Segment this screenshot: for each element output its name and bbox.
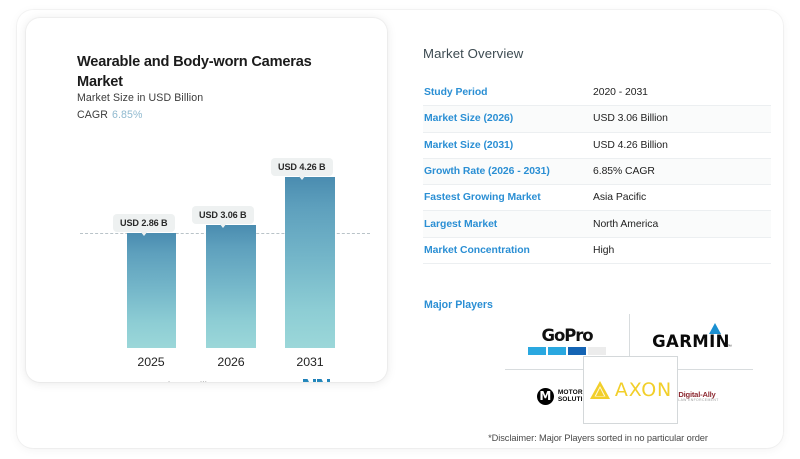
row-key: Market Size (2026) [424,113,514,125]
disclaimer-text: *Disclaimer: Major Players sorted in no … [488,433,708,443]
digital-ally-wordmark: Digital-Ally LAW ENFORCEMENT [678,389,719,403]
x-tick-2026: 2026 [217,355,245,369]
cagr-value: 6.85% [112,109,143,121]
gopro-color-bars [528,347,606,355]
table-row: Fastest Growing Market Asia Pacific [423,185,771,212]
row-value: High [593,244,615,256]
market-overview-panel: Market Overview Study Period 2020 - 2031… [413,18,773,443]
garmin-triangle-icon [708,323,721,334]
bar-chart-plot: USD 2.86 B USD 3.06 B USD 4.26 B 2025 20… [26,18,387,382]
player-cell-gopro: GoPro [505,314,629,369]
chart-cagr: CAGR 6.85% [77,109,143,121]
motorola-solutions-logo: M MOTOROLA SOLUTIONS [536,388,598,405]
axon-logo: AXON [589,379,672,401]
digital-ally-line-2: LAW ENFORCEMENT [678,397,719,402]
market-chart-card: Wearable and Body-worn Cameras Market Ma… [26,18,387,382]
table-row: Market Size (2026) USD 3.06 Billion [423,106,771,133]
player-cell-axon: AXON [583,356,678,424]
bar-label-2025: USD 2.86 B [113,214,175,236]
row-value: North America [593,218,659,230]
bar-label-2031: USD 4.26 B [271,158,333,180]
market-overview-table: Study Period 2020 - 2031 Market Size (20… [423,80,771,265]
table-row: Growth Rate (2026 - 2031) 6.85% CAGR [423,158,771,186]
major-players-logo-grid: GoPro GARMIN ™ [505,314,753,424]
row-key: Study Period [424,87,488,99]
motorola-glyph: M [539,389,552,403]
axon-triangle-icon [589,380,611,400]
motorola-wordmark: MOTOROLA SOLUTIONS [557,388,598,404]
garmin-wordmark: GARMIN [652,332,730,351]
player-cell-garmin: GARMIN ™ [629,314,753,369]
digital-ally-line-1: Digital-Ally [678,389,716,399]
table-row: Market Concentration High [423,238,771,265]
gopro-bar-3 [568,347,586,355]
garmin-trademark: ™ [726,344,732,350]
table-row: Market Size (2031) USD 4.26 Billion [423,133,771,159]
axon-wordmark: AXON [614,379,673,401]
source-label: Source : Mordor Intelligence [105,381,235,382]
motorola-batwing-icon: M [536,388,554,405]
row-key: Fastest Growing Market [424,192,541,204]
gopro-bar-2 [548,347,566,355]
table-row: Largest Market North America [423,211,771,238]
x-tick-2025: 2025 [137,355,165,369]
x-tick-2031: 2031 [296,355,324,369]
chart-subtitle: Market Size in USD Billion [77,92,204,104]
bar-2025 [127,233,176,348]
gopro-logo: GoPro [528,326,606,355]
mordor-intelligence-logo [303,379,330,382]
row-key: Largest Market [424,218,498,230]
gopro-bar-4 [588,347,606,355]
row-value: Asia Pacific [593,192,647,204]
row-key: Market Concentration [424,244,530,256]
row-value: USD 3.06 Billion [593,113,668,125]
motorola-line-2: SOLUTIONS [557,395,598,403]
table-row: Study Period 2020 - 2031 [423,80,771,107]
row-key: Market Size (2031) [424,139,514,151]
bar-2026 [206,225,256,348]
panel-title: Market Overview [423,46,524,61]
bar-2031 [285,177,335,348]
row-value: USD 4.26 Billion [593,139,668,151]
gopro-bar-1 [528,347,546,355]
chart-title: Wearable and Body-worn Cameras Market [77,54,312,91]
bar-label-2026: USD 3.06 B [192,206,254,228]
row-key: Growth Rate (2026 - 2031) [424,166,550,178]
row-value: 2020 - 2031 [593,87,648,99]
garmin-logo: GARMIN ™ [652,323,732,351]
player-cell-motorola: M MOTOROLA SOLUTIONS [505,369,629,424]
gopro-wordmark: GoPro [541,326,594,345]
major-players-title: Major Players [424,299,493,311]
row-value: 6.85% CAGR [593,166,655,178]
motorola-line-1: MOTOROLA [557,388,597,396]
cagr-label: CAGR [77,109,109,121]
